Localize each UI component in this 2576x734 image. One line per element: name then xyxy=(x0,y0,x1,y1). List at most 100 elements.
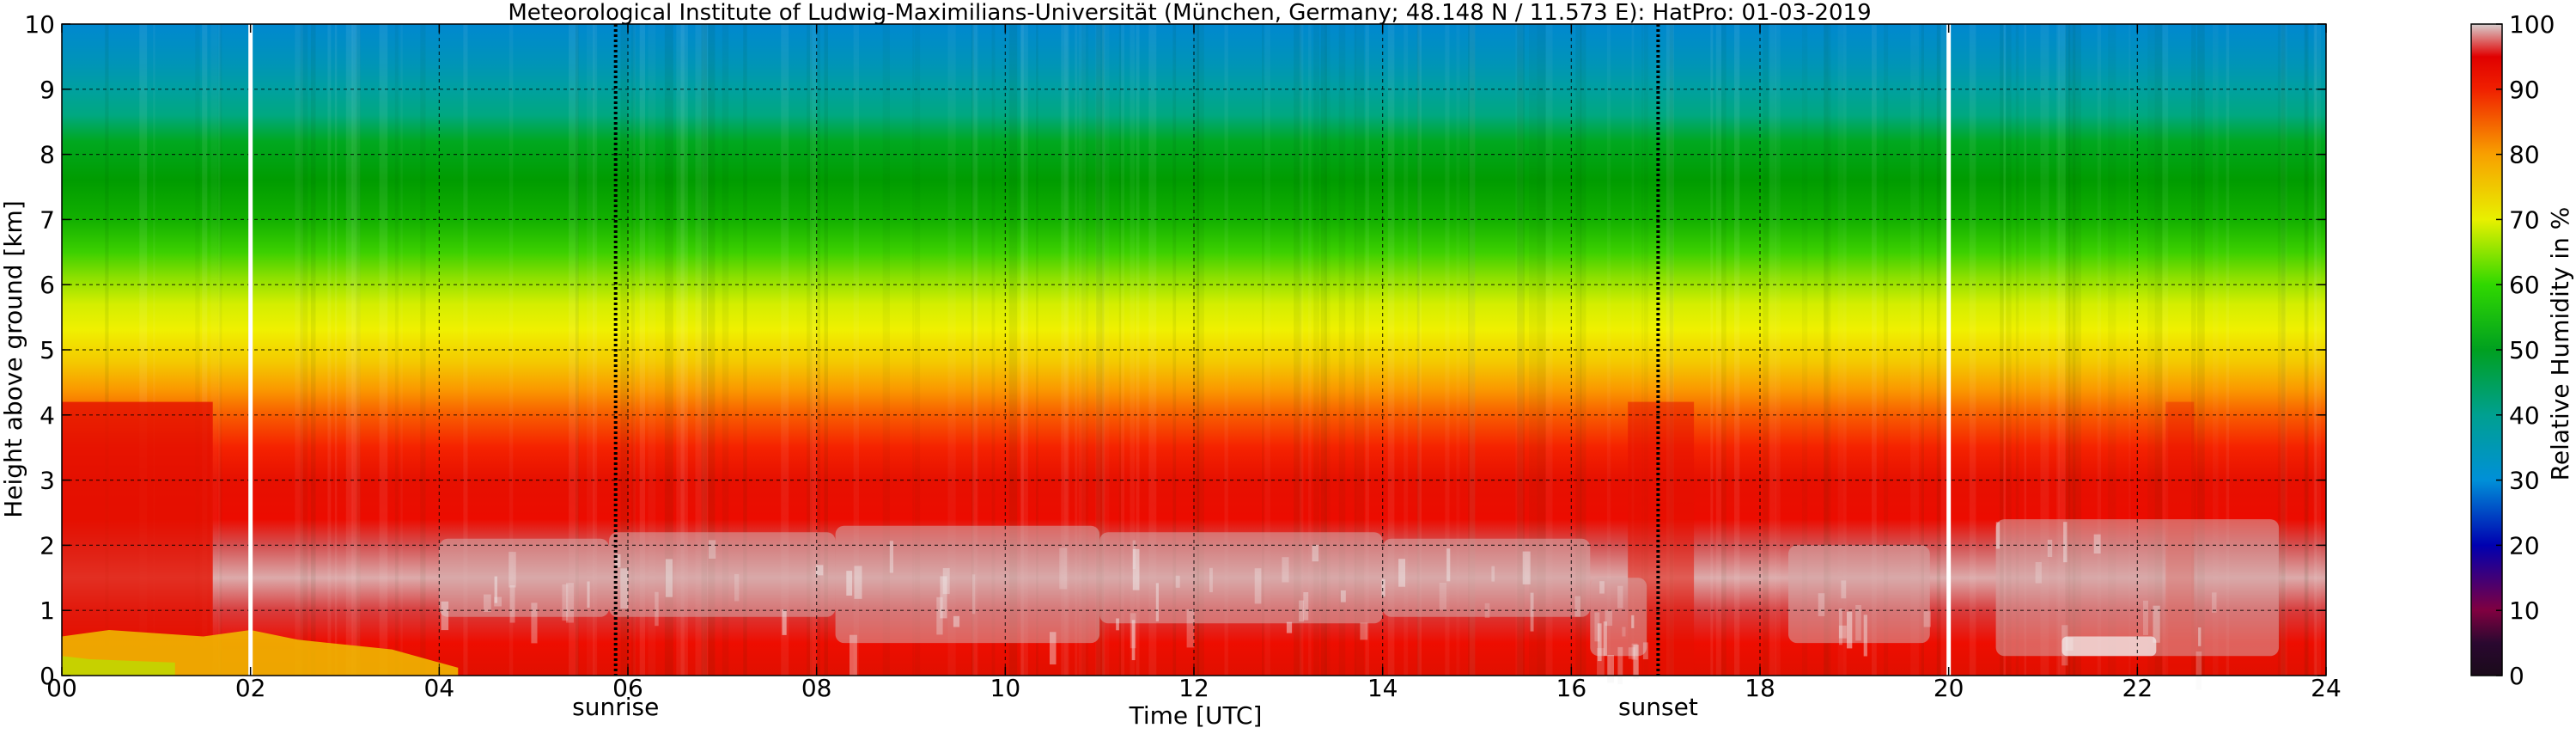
cloud-streak xyxy=(1186,609,1195,648)
field-streak xyxy=(327,24,332,676)
colorbar-tick-label: 10 xyxy=(2509,596,2540,625)
field-streak xyxy=(2015,24,2019,676)
cloud-streak xyxy=(940,576,947,619)
field-streak xyxy=(1036,24,1038,676)
y-tick-label: 3 xyxy=(40,467,55,495)
y-tick-label: 5 xyxy=(40,336,55,364)
field-streak xyxy=(463,24,468,676)
field-streak xyxy=(420,24,426,676)
cloud-streak xyxy=(2153,605,2160,643)
cloud-streak xyxy=(854,566,862,599)
annotation-sunrise: sunrise xyxy=(572,693,659,721)
cloud-region xyxy=(1590,578,1647,657)
cloud-region xyxy=(609,532,836,617)
cloud-streak xyxy=(1574,596,1580,617)
cloud-streak xyxy=(1312,544,1319,562)
cloud-region xyxy=(439,538,609,617)
field-streak xyxy=(1136,24,1140,676)
field-streak xyxy=(947,24,956,676)
cloud-streak xyxy=(1116,618,1119,631)
field-streak xyxy=(593,24,598,676)
colorbar-tick-label: 100 xyxy=(2509,10,2555,39)
cloud-streak xyxy=(782,609,787,635)
x-tick-label: 04 xyxy=(424,674,455,702)
cloud-streak xyxy=(1995,522,2001,549)
field-streak xyxy=(1417,24,1422,676)
cloud-streak xyxy=(2198,627,2201,646)
field-streak xyxy=(2313,24,2317,676)
field-streak xyxy=(1320,24,1327,676)
colorbar-tick-label: 70 xyxy=(2509,205,2540,234)
colorbar-tick-label: 30 xyxy=(2509,467,2540,495)
field-streak xyxy=(1075,24,1078,676)
cloud-streak xyxy=(1398,559,1405,587)
cloud-streak xyxy=(936,596,943,635)
field-streak xyxy=(807,24,813,676)
cloud-streak xyxy=(494,576,497,603)
cloud-streak xyxy=(1132,548,1140,590)
cloud-streak xyxy=(1491,566,1495,582)
colorbar-tick-label: 0 xyxy=(2509,662,2524,690)
x-tick-label: 00 xyxy=(46,674,77,702)
cloud-streak xyxy=(494,596,502,607)
cloud-streak xyxy=(1631,615,1635,628)
field-streak xyxy=(2305,24,2308,676)
cloud-streak xyxy=(1254,568,1262,604)
cloud-streak xyxy=(942,568,950,595)
cloud-streak xyxy=(1838,625,1847,639)
cloud-region xyxy=(835,525,1100,644)
cloud-streak xyxy=(1597,648,1605,678)
cloud-core xyxy=(2061,636,2157,657)
field-streak xyxy=(1095,24,1101,676)
cloud-streak xyxy=(1599,581,1605,594)
field-streak xyxy=(1921,24,1924,676)
colorbar-tick-label: 60 xyxy=(2509,271,2540,299)
cloud-streak xyxy=(1597,623,1602,662)
cloud-streak xyxy=(2047,539,2053,557)
cloud-streak xyxy=(1530,592,1534,632)
field-streak xyxy=(352,24,361,676)
cloud-streak xyxy=(709,540,716,559)
y-tick-label: 7 xyxy=(40,205,55,234)
cloud-streak xyxy=(2063,522,2067,563)
cloud-streak xyxy=(1605,610,1613,627)
cloud-streak xyxy=(850,634,857,677)
cloud-streak xyxy=(1923,611,1931,627)
field-streak xyxy=(1197,24,1204,676)
colorbar-tick-label: 90 xyxy=(2509,76,2540,104)
cloud-streak xyxy=(1303,592,1309,621)
cloud-streak xyxy=(1340,590,1346,602)
cloud-region xyxy=(1788,545,1930,644)
y-tick-label: 0 xyxy=(40,662,55,690)
cloud-streak xyxy=(1360,622,1368,640)
field-streak xyxy=(1872,24,1877,676)
marker-lines: sunrise sunset xyxy=(248,24,1952,721)
y-tick-label: 4 xyxy=(40,401,55,430)
cloud-streak xyxy=(1818,593,1825,616)
field-streak xyxy=(2040,24,2049,676)
cloud-streak xyxy=(1855,605,1861,641)
field-streak xyxy=(1061,24,1069,676)
field-streak xyxy=(703,24,709,676)
field-streak xyxy=(1404,24,1409,676)
cloud-streak xyxy=(953,615,960,627)
y-tick-label: 6 xyxy=(40,271,55,299)
field-streak xyxy=(2024,24,2027,676)
cloud-streak xyxy=(587,581,590,609)
cloud-streak xyxy=(655,591,659,627)
colorbar: 0 10 20 30 40 50 60 70 80 90 100 xyxy=(2470,10,2555,690)
field-streak xyxy=(2003,24,2006,676)
colorbar-tick-label: 80 xyxy=(2509,141,2540,169)
cloud-streak xyxy=(2212,592,2217,613)
x-tick-label: 06 xyxy=(612,674,643,702)
cloud-streak xyxy=(441,601,449,631)
cloud-streak xyxy=(620,568,629,609)
cloud-streak xyxy=(531,602,538,644)
cloud-streak xyxy=(1839,609,1842,645)
cloud-streak xyxy=(1594,612,1600,642)
field-streak xyxy=(394,24,399,676)
cloud-streak xyxy=(1841,580,1847,599)
cloud-streak xyxy=(1633,645,1639,679)
